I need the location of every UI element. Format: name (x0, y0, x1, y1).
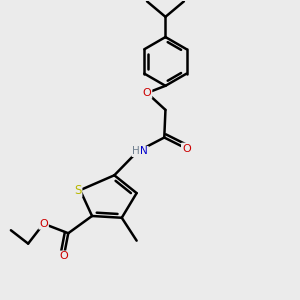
Text: O: O (182, 143, 190, 154)
Text: O: O (39, 219, 48, 229)
Text: O: O (59, 251, 68, 261)
Text: H: H (132, 146, 140, 157)
Text: O: O (143, 88, 152, 98)
Text: N: N (140, 146, 148, 157)
Text: S: S (74, 184, 82, 196)
